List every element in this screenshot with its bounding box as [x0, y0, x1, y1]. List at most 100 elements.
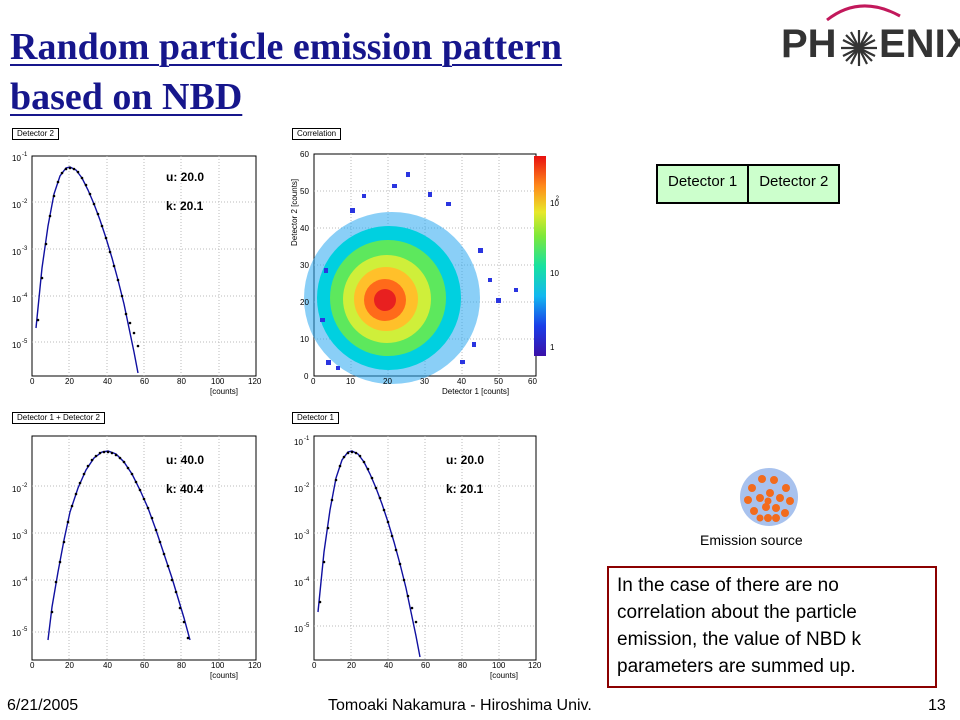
k-value: k: 40.4: [166, 482, 204, 496]
xtick: 0: [30, 377, 35, 386]
ytick: 10: [12, 154, 21, 163]
x-axis-label: Detector 1 [counts]: [442, 387, 509, 396]
xtick: 120: [248, 377, 262, 386]
fit-line: [35, 166, 139, 374]
summary-note: In the case of there are no correlation …: [607, 566, 937, 688]
xtick: 30: [420, 377, 429, 386]
xtick: 80: [177, 377, 186, 386]
xtick: 80: [458, 661, 467, 670]
heatmap-blob: [304, 172, 518, 384]
u-value: u: 40.0: [166, 453, 204, 467]
ytick-exp: -4: [22, 293, 28, 299]
xtick: 120: [528, 661, 542, 670]
xtick: 40: [103, 661, 112, 670]
logo-text-right: ENIX: [879, 22, 960, 66]
footer-date: 6/21/2005: [7, 697, 79, 714]
xtick: 20: [65, 661, 74, 670]
xtick: 60: [421, 661, 430, 670]
data-points: [318, 450, 418, 624]
ytick: 10: [294, 532, 303, 541]
ytick: 10: [12, 579, 21, 588]
colorbar-tick: 10: [550, 199, 559, 208]
colorbar-tick: 1: [550, 343, 555, 352]
ytick-exp: -5: [22, 339, 28, 345]
title-line-2: based on NBD: [10, 76, 243, 118]
ytick-exp: -5: [304, 623, 310, 629]
xtick: 100: [211, 661, 225, 670]
title-line-1: Random particle emission pattern: [10, 26, 563, 68]
xtick: 20: [65, 377, 74, 386]
logo-sunburst: [841, 30, 877, 66]
detector-1-box: Detector 1: [658, 166, 750, 202]
xtick: 20: [347, 661, 356, 670]
colorbar-tick: 10: [550, 269, 559, 278]
panel-tab-correlation: Correlation: [292, 128, 342, 140]
emission-source-label: Emission source: [700, 532, 803, 548]
detector-boxes: Detector 1 Detector 2: [656, 164, 841, 204]
footer-page-number: 13: [928, 697, 946, 714]
panel-tab-detector-1: Detector 1: [292, 412, 339, 424]
plot-detector-sum: 10 -2 10 -3 10 -4 10 -5 0 20 40 60 80 100 12…: [12, 435, 262, 680]
xtick: 50: [494, 377, 503, 386]
xtick: 80: [177, 661, 186, 670]
ytick: 10: [12, 248, 21, 257]
footer-author: Tomoaki Nakamura - Hiroshima Univ.: [328, 697, 592, 714]
y-axis-label: Detector 2 [counts]: [290, 179, 299, 246]
ytick: 30: [300, 261, 309, 270]
ytick-exp: -4: [22, 577, 28, 583]
xtick: 20: [383, 377, 392, 386]
xtick: 0: [30, 661, 35, 670]
ytick-exp: -1: [304, 436, 310, 442]
ytick: 60: [300, 150, 309, 159]
ytick: 10: [12, 485, 21, 494]
ytick: 50: [300, 187, 309, 196]
panel-correlation: 1 10 10 2 0 10 20 30 40 50 60 0 10 20 30…: [288, 128, 560, 400]
x-unit: [counts]: [490, 671, 518, 680]
color-bar: [534, 156, 546, 356]
phenix-logo: PH ENIX: [781, 4, 960, 66]
ytick: 10: [12, 532, 21, 541]
x-unit: [counts]: [210, 387, 238, 396]
slide-title: Random particle emission pattern based o…: [10, 22, 650, 122]
panel-detector-1: 10 -1 10 -2 10 -3 10 -4 10 -5 0 20 40 60 80 1…: [288, 412, 558, 684]
ytick: 10: [12, 341, 21, 350]
xtick: 60: [528, 377, 537, 386]
plot-detector-1: 10 -1 10 -2 10 -3 10 -4 10 -5 0 20 40 60 80 1…: [294, 435, 542, 680]
xtick: 100: [211, 377, 225, 386]
plot-correlation: 1 10 10 2 0 10 20 30 40 50 60 0 10 20 30…: [290, 150, 560, 396]
ytick-exp: -4: [304, 577, 310, 583]
data-points: [36, 166, 140, 348]
ytick-exp: -3: [22, 246, 28, 252]
u-value: u: 20.0: [446, 453, 484, 467]
ytick-exp: -2: [304, 483, 310, 489]
x-unit: [counts]: [210, 671, 238, 680]
ytick: 20: [300, 298, 309, 307]
ytick: 10: [294, 485, 303, 494]
detector-2-box: Detector 2: [749, 166, 839, 202]
u-value: u: 20.0: [166, 170, 204, 184]
ytick: 10: [294, 625, 303, 634]
logo-arc: [826, 4, 901, 22]
panel-detector-sum: 10 -2 10 -3 10 -4 10 -5 0 20 40 60 80 100 12…: [8, 412, 278, 684]
ytick-exp: -5: [22, 627, 28, 633]
data-points: [50, 450, 190, 640]
xtick: 120: [248, 661, 262, 670]
xtick: 10: [346, 377, 355, 386]
xtick: 40: [384, 661, 393, 670]
ytick: 40: [300, 224, 309, 233]
ytick: 10: [12, 201, 21, 210]
ytick-exp: -3: [22, 530, 28, 536]
ytick: 0: [304, 372, 309, 381]
xtick: 60: [140, 377, 149, 386]
colorbar-exp: 2: [556, 196, 560, 202]
k-value: k: 20.1: [166, 199, 204, 213]
ytick: 10: [300, 335, 309, 344]
ytick: 10: [12, 629, 21, 638]
xtick: 100: [492, 661, 506, 670]
panel-tab-detector-2: Detector 2: [12, 128, 59, 140]
panel-tab-detector-sum: Detector 1 + Detector 2: [12, 412, 105, 424]
xtick: 0: [312, 661, 317, 670]
logo-text-left: PH: [781, 22, 837, 66]
xtick: 0: [311, 377, 316, 386]
xtick: 60: [140, 661, 149, 670]
